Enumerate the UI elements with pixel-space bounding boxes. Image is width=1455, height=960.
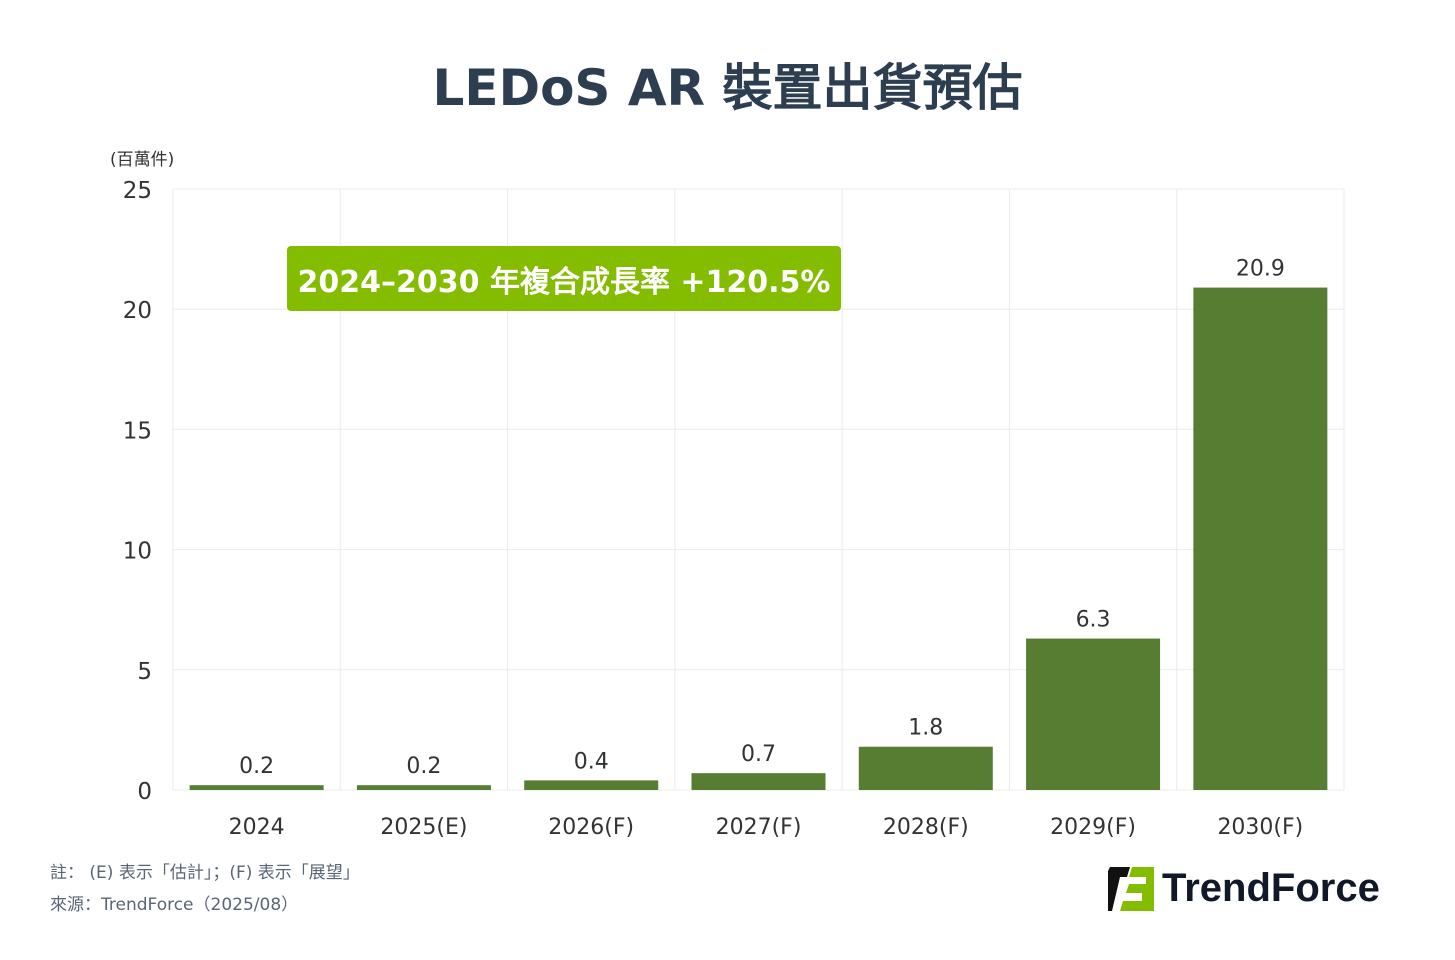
x-tick-label: 2025(E) [380,815,467,840]
data-label: 0.2 [406,754,441,779]
bar [189,785,324,790]
data-label: 0.7 [741,742,776,767]
data-label: 6.3 [1076,608,1111,633]
cagr-badge: 2024–2030 年複合成長率 +120.5% [287,246,841,311]
y-tick-label: 25 [123,178,152,204]
bar [1193,287,1328,790]
x-tick-label: 2030(F) [1217,815,1303,840]
trendforce-logo: TrendForce [1108,866,1380,911]
y-tick-label: 20 [123,298,152,324]
data-label: 20.9 [1236,257,1285,282]
x-tick-label: 2028(F) [883,815,969,840]
bar [691,773,826,790]
y-tick-label: 5 [137,659,152,685]
logo-text: TrendForce [1162,866,1380,910]
source-note: 來源：TrendForce（2025/08） [50,895,299,915]
y-axis-unit: (百萬件) [110,150,175,170]
x-tick-label: 2024 [229,815,285,840]
data-label: 1.8 [908,716,943,741]
bar [1026,638,1161,790]
footnote: 註： (E) 表示「估計」；(F) 表示「展望」 [50,863,360,883]
x-tick-label: 2026(F) [548,815,634,840]
data-label: 0.2 [239,754,274,779]
chart-title: LEDoS AR 裝置出貨預估 [432,59,1023,117]
data-label: 0.4 [574,749,609,774]
trendforce-logo-icon [1108,866,1154,911]
bar [356,785,491,790]
x-tick-label: 2027(F) [716,815,802,840]
y-tick-label: 0 [137,779,152,805]
bar [858,746,993,790]
y-tick-label: 15 [123,418,152,444]
bar [524,780,659,790]
x-tick-label: 2029(F) [1050,815,1136,840]
y-tick-label: 10 [123,539,152,565]
